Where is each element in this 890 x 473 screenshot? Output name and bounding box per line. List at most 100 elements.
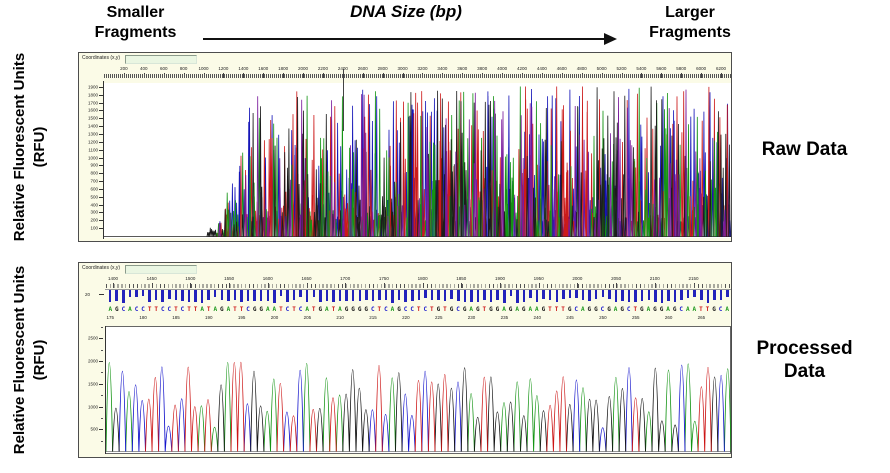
processed-y-axis: 500 1000 1500 2000 2500 <box>79 263 105 457</box>
quality-bar <box>259 290 263 302</box>
base-letter: G <box>653 305 657 313</box>
quality-bar <box>424 290 427 298</box>
base-letter: A <box>580 305 585 313</box>
base-letter: T <box>239 305 244 313</box>
quality-bar <box>246 290 250 301</box>
x-tick-label: 1200 <box>218 66 229 71</box>
cursor-line[interactable] <box>343 69 344 131</box>
base-letter: A <box>613 305 618 313</box>
base-letter: C <box>574 305 579 313</box>
base-letter: C <box>423 305 428 313</box>
x-tick-label: 1750 <box>378 276 389 281</box>
base-position-label: 260 <box>664 315 673 320</box>
x-tick-label: 1600 <box>258 66 269 71</box>
quality-bar <box>286 290 289 303</box>
quality-bar <box>378 290 381 300</box>
base-letter: G <box>115 305 119 313</box>
x-tick-label: 5800 <box>676 66 687 71</box>
coordinates-label: Coordinates (x,y) <box>82 265 121 271</box>
base-letter: A <box>666 305 670 313</box>
base-letter: T <box>147 305 152 313</box>
base-letter: C <box>403 305 408 313</box>
trace-path <box>118 364 725 452</box>
y-tick-mark <box>99 220 103 222</box>
base-letter: A <box>325 305 329 313</box>
y-tick-label: 700 <box>90 178 98 184</box>
x-tick-label: 1850 <box>456 276 467 281</box>
quality-bar <box>647 290 650 301</box>
base-letter: T <box>443 305 447 313</box>
base-letter: A <box>108 305 113 313</box>
base-position-label: 250 <box>599 315 607 320</box>
coordinates-input[interactable] <box>125 55 197 64</box>
y-tick-label: 1000 <box>87 404 98 410</box>
y-tick-label: 1800 <box>87 92 98 98</box>
base-letter: A <box>200 305 204 313</box>
quality-bar <box>542 290 545 300</box>
x-tick-label: 5400 <box>636 66 647 71</box>
x-tick-label: 2800 <box>377 66 388 71</box>
base-letter: C <box>370 305 375 313</box>
quality-bar <box>358 290 361 301</box>
raw-y-axis-line <box>103 81 104 239</box>
y-tick-mark <box>99 228 103 230</box>
quality-bar <box>213 290 217 297</box>
larger-fragments-label: Larger Fragments <box>649 4 731 41</box>
quality-bar <box>135 290 138 297</box>
raw-x-minor-ticks <box>104 74 731 78</box>
raw-data-side-label: Raw Data <box>761 139 848 160</box>
base-letter: C <box>160 305 165 313</box>
quality-bar <box>108 290 112 303</box>
base-letter: A <box>515 305 519 313</box>
quality-bar <box>608 290 611 299</box>
quality-bar <box>332 290 335 303</box>
quality-bar <box>397 290 401 300</box>
processed-data-side-label: Processed Data <box>756 338 853 382</box>
base-letter: C <box>246 305 250 313</box>
quality-bar <box>588 290 591 302</box>
y-tick-mark <box>99 134 103 135</box>
dna-size-arrow-line <box>203 38 605 40</box>
quality-bar <box>194 290 197 302</box>
y-tick-label: 1400 <box>87 123 98 129</box>
quality-bar <box>634 290 637 302</box>
x-tick-label: 5000 <box>596 66 607 71</box>
base-letter: A <box>528 305 533 313</box>
y-minor-tick-mark <box>101 440 103 442</box>
base-position-label: 215 <box>369 315 377 320</box>
quality-bar <box>686 290 690 298</box>
processed-plot-area <box>105 326 731 454</box>
x-tick-label: 400 <box>140 66 148 71</box>
quality-bar <box>548 290 552 300</box>
base-letter: G <box>672 305 677 313</box>
base-letter: G <box>475 305 480 313</box>
x-tick-label: 2200 <box>317 66 328 71</box>
y-tick-label: 100 <box>90 225 98 231</box>
quality-bar <box>417 290 421 300</box>
base-letter: T <box>311 305 316 313</box>
base-position-label: 190 <box>205 315 213 320</box>
quality-bar <box>319 290 322 302</box>
quality-bar <box>279 290 283 297</box>
x-tick-label: 4800 <box>576 66 587 71</box>
x-tick-label: 6000 <box>696 66 707 71</box>
quality-bar <box>391 290 394 303</box>
y-tick-mark <box>99 86 103 88</box>
base-letter: T <box>561 305 565 313</box>
coordinates-label: Coordinates (x,y) <box>82 55 121 61</box>
x-tick-label: 5600 <box>656 66 667 71</box>
quality-bar <box>122 290 125 303</box>
y-tick-mark <box>99 181 103 183</box>
quality-bar <box>483 290 486 300</box>
raw-x-ruler: 200 400 600 800 1000 1200 1400 1600 1800 2000 2200… <box>79 66 731 79</box>
quality-axis-tick-label: 20 <box>85 292 91 297</box>
base-letter: G <box>567 305 572 313</box>
quality-bar <box>654 290 657 302</box>
quality-bar <box>562 290 565 300</box>
base-letter: C <box>626 305 631 313</box>
processed-x-minor-ticks <box>106 284 731 288</box>
coordinates-input[interactable] <box>125 265 197 274</box>
base-letter: G <box>252 305 257 313</box>
quality-bar <box>161 290 164 303</box>
quality-bar <box>141 290 145 297</box>
